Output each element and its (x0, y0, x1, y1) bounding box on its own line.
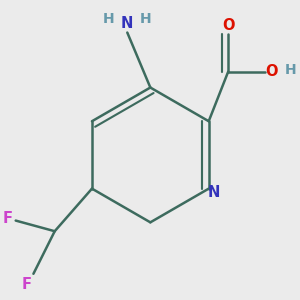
Text: F: F (3, 211, 13, 226)
Text: H: H (140, 12, 152, 26)
Text: F: F (22, 277, 32, 292)
Text: O: O (266, 64, 278, 79)
Text: N: N (208, 185, 220, 200)
Text: H: H (103, 12, 115, 26)
Text: N: N (121, 16, 134, 31)
Text: H: H (285, 63, 297, 77)
Text: O: O (222, 17, 235, 32)
